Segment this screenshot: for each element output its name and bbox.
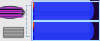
Bar [34,4,89,5]
Bar [32,14,33,16]
Bar [32,4,33,5]
Bar [32,10,33,11]
Bar [32,17,33,19]
Bar [34,19,89,20]
Bar [3,35,23,36]
Bar [32,22,33,24]
Bar [32,2,33,4]
Bar [34,30,89,31]
Bar [3,27,23,37]
Bar [32,21,99,40]
Bar [34,24,89,25]
Bar [32,31,33,33]
Bar [32,27,33,28]
Bar [32,28,33,30]
Bar [32,1,99,20]
Circle shape [0,7,24,18]
Bar [34,6,89,7]
Bar [32,21,99,40]
Bar [32,30,33,31]
Polygon shape [90,21,99,40]
Bar [34,26,89,27]
Bar [32,34,33,36]
Bar [32,13,33,14]
Bar [32,5,33,7]
Bar [32,19,33,20]
Bar [32,36,33,37]
Bar [34,28,89,29]
Bar [3,32,23,33]
Bar [32,21,33,22]
Bar [3,27,23,28]
Bar [34,22,89,23]
Bar [3,33,23,34]
Bar [3,30,23,31]
Bar [32,24,33,25]
Bar [32,33,33,34]
Bar [32,39,33,40]
Bar [32,1,99,20]
Bar [32,16,33,17]
Bar [32,7,33,8]
Bar [32,37,33,39]
Polygon shape [90,1,99,20]
Bar [34,8,89,9]
Bar [32,25,33,27]
Bar [3,29,23,30]
Bar [34,2,89,3]
Bar [32,11,33,13]
Bar [32,8,33,10]
Bar [32,1,33,2]
Bar [26,5,31,36]
